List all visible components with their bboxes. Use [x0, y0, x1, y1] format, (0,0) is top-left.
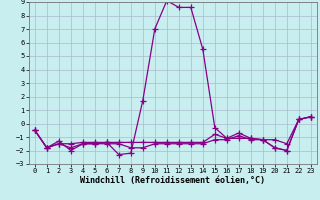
X-axis label: Windchill (Refroidissement éolien,°C): Windchill (Refroidissement éolien,°C) [80, 176, 265, 185]
